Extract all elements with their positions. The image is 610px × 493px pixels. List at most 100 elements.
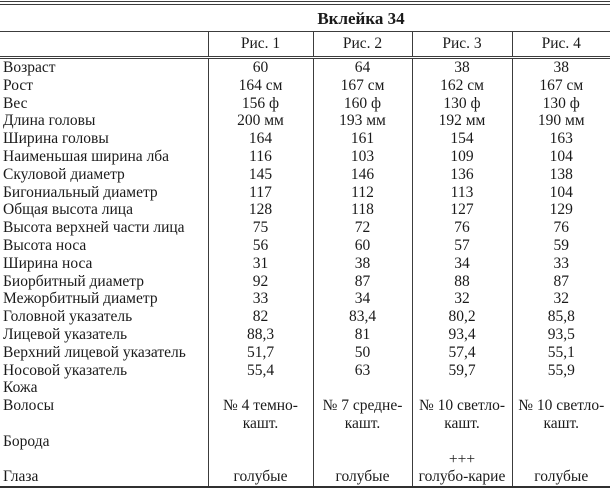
cell-value <box>207 432 313 451</box>
table-row: Общая высота лица 128 118 127 129 <box>0 201 610 220</box>
cell-value <box>411 379 512 398</box>
table-row: Верхний лицевой указатель 51,7 50 57,4 55,1 <box>0 343 610 362</box>
table-row: Ширина носа 31 38 34 33 <box>0 254 610 273</box>
cell-value: 92 <box>207 272 313 291</box>
row-label: Волосы <box>3 397 55 415</box>
column-header-fig4: Рис. 4 <box>511 31 610 59</box>
cell-value: 87 <box>312 272 412 291</box>
table-row: Лицевой указатель 88,3 81 93,4 93,5 <box>0 325 610 344</box>
cell-value: 88 <box>411 272 512 291</box>
cell-value: 109 <box>411 147 512 166</box>
row-label: Наименьшая ширина лба <box>3 147 170 165</box>
cell-value: 38 <box>511 57 610 77</box>
table-row: Длина головы 200 мм 193 мм 192 мм 190 мм <box>0 112 610 131</box>
cell-value: 34 <box>312 290 412 309</box>
cell-value: 93,5 <box>511 325 610 344</box>
cell-value: 192 мм <box>411 112 512 131</box>
column-header-fig1: Рис. 1 <box>207 31 313 59</box>
cell-value: 190 мм <box>511 112 610 131</box>
table-row: Волосы № 4 темно- кашт. № 7 средне- кашт. №… <box>0 397 610 433</box>
cell-value: 130 ф <box>411 94 512 113</box>
cell-value: +++ голубо-карие <box>411 450 512 488</box>
cell-value: 104 <box>511 147 610 166</box>
table-row: Ширина головы 164 161 154 163 <box>0 130 610 148</box>
cell-value: 55,4 <box>207 361 313 380</box>
table-body: Возраст 60 64 38 38 Рост 164 см 167 см 162 см 167… <box>0 57 610 488</box>
cell-value <box>207 379 313 398</box>
cell-value: 200 мм <box>207 112 313 131</box>
row-label: Ширина головы <box>3 130 109 148</box>
cell-value: 82 <box>207 308 313 326</box>
cell-value: 161 <box>312 130 412 148</box>
cell-value: 38 <box>411 57 512 77</box>
table-row: Межорбитный диаметр 33 34 32 32 <box>0 290 610 309</box>
cell-value: 130 ф <box>511 94 610 113</box>
row-label: Рост <box>3 76 34 94</box>
cell-value: 112 <box>312 183 412 202</box>
cell-value: голубые <box>312 450 412 488</box>
table-row: Головной указатель 82 83,4 80,2 85,8 <box>0 308 610 326</box>
cell-value: 33 <box>207 290 313 309</box>
row-label: Высота носа <box>3 236 87 254</box>
cell-value: 32 <box>411 290 512 309</box>
cell-value: № 7 средне- кашт. <box>312 397 412 433</box>
row-label: Лицевой указатель <box>3 325 128 343</box>
cell-value: 117 <box>207 183 313 202</box>
cell-value: 56 <box>207 236 313 255</box>
row-label: Бигониальный диаметр <box>3 183 158 201</box>
cell-value: голубые <box>207 450 313 488</box>
table-row: Рост 164 см 167 см 162 см 167 см <box>0 76 610 95</box>
cell-value: 129 <box>511 201 610 220</box>
row-label: Длина головы <box>3 112 96 130</box>
row-label: Носовой указатель <box>3 361 128 379</box>
cell-value <box>312 432 412 451</box>
row-label: Борода <box>3 432 50 450</box>
cell-value: 72 <box>312 219 412 237</box>
anthropometric-table: Рис. 1 Рис. 2 Рис. 3 Рис. 4 Возраст 60 64 3… <box>0 31 610 489</box>
row-label: Возраст <box>3 59 56 76</box>
cell-value: 167 см <box>511 76 610 95</box>
row-label: Межорбитный диаметр <box>3 290 158 308</box>
table-row: Возраст 60 64 38 38 <box>0 57 610 77</box>
cell-value: 64 <box>312 57 412 77</box>
row-label: Головной указатель <box>3 308 133 326</box>
cell-value: 59 <box>511 236 610 255</box>
cell-value: 116 <box>207 147 313 166</box>
cell-value: 50 <box>312 343 412 362</box>
page-title: Вклейка 34 <box>317 9 405 28</box>
column-header-fig2: Рис. 2 <box>312 31 412 59</box>
cell-value: 76 <box>411 219 512 237</box>
cell-value <box>312 379 412 398</box>
cell-value: № 10 светло- кашт. <box>511 397 610 433</box>
cell-value: 164 см <box>207 76 313 95</box>
cell-value: 156 ф <box>207 94 313 113</box>
cell-value: 136 <box>411 165 512 184</box>
column-header-fig3: Рис. 3 <box>411 31 512 59</box>
table-row: Биорбитный диаметр 92 87 88 87 <box>0 272 610 291</box>
cell-value <box>411 432 512 451</box>
table-row: Глаза голубые голубые +++ голубо-карие голуб… <box>0 450 610 488</box>
cell-value: 128 <box>207 201 313 220</box>
row-label: Кожа <box>3 379 38 397</box>
cell-value: 160 ф <box>312 94 412 113</box>
cell-value: голубые <box>511 450 610 488</box>
cell-value: 83,4 <box>312 308 412 326</box>
cell-value: № 4 темно- кашт. <box>207 397 313 433</box>
cell-value <box>511 379 610 398</box>
cell-value: 81 <box>312 325 412 344</box>
cell-value: 63 <box>312 361 412 380</box>
cell-value: 75 <box>207 219 313 237</box>
cell-value: 57 <box>411 236 512 255</box>
cell-value: 103 <box>312 147 412 166</box>
cell-value: 138 <box>511 165 610 184</box>
cell-value: 32 <box>511 290 610 309</box>
top-double-rule <box>0 1 610 5</box>
cell-value: 146 <box>312 165 412 184</box>
table-row: Скуловой диаметр 145 146 136 138 <box>0 165 610 184</box>
cell-value: 60 <box>312 236 412 255</box>
cell-value: 38 <box>312 254 412 273</box>
cell-value: 163 <box>511 130 610 148</box>
cell-value: 167 см <box>312 76 412 95</box>
cell-value: 34 <box>411 254 512 273</box>
